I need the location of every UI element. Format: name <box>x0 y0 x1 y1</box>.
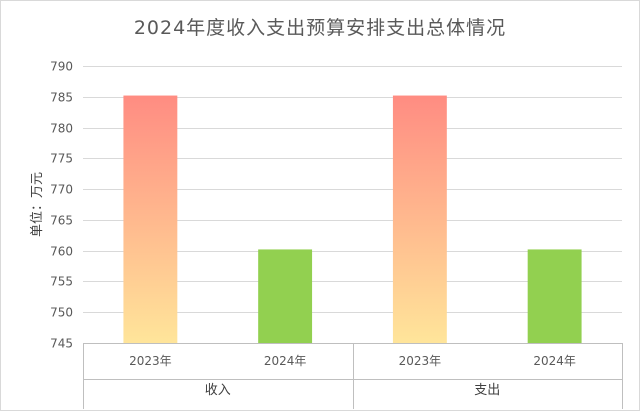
x-tick-label: 2023年 <box>129 354 172 368</box>
labels: 745 750 755 760 765 770 775 780 785 790 单位：万元 2023年… <box>30 60 576 399</box>
y-tick-label: 780 <box>50 122 73 136</box>
x-tick-label: 2023年 <box>399 354 442 368</box>
y-tick-label: 770 <box>50 183 73 197</box>
group-label: 收入 <box>205 383 231 398</box>
bar <box>123 95 178 344</box>
bar <box>392 95 447 344</box>
chart-title: 2024年度收入支出预算安排支出总体情况 <box>133 17 507 39</box>
group-label: 支出 <box>474 383 500 398</box>
axes <box>83 343 623 409</box>
x-tick-label: 2024年 <box>533 354 576 368</box>
bar <box>527 249 582 343</box>
y-tick-label: 760 <box>50 245 73 259</box>
y-tick-label: 785 <box>50 91 73 105</box>
y-tick-label: 775 <box>50 152 73 166</box>
x-tick-label: 2024年 <box>264 354 307 368</box>
y-tick-label: 790 <box>50 60 73 74</box>
y-axis-title: 单位：万元 <box>30 172 45 237</box>
y-tick-label: 745 <box>50 337 73 351</box>
y-tick-label: 750 <box>50 306 73 320</box>
bars <box>123 95 582 344</box>
bar <box>258 249 313 343</box>
y-tick-label: 765 <box>50 214 73 228</box>
y-tick-label: 755 <box>50 275 73 289</box>
